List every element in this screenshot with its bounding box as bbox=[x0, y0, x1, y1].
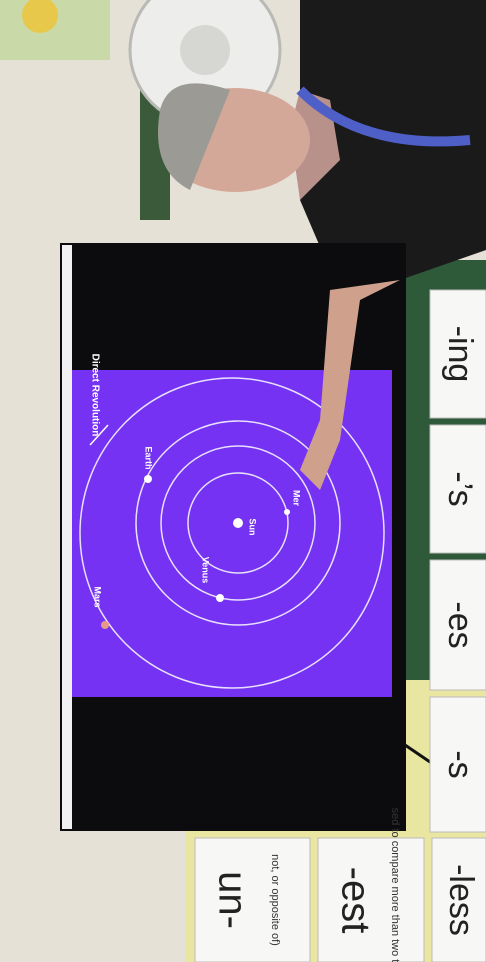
card-word: -’s bbox=[441, 471, 479, 506]
planet-label: Earth bbox=[144, 446, 154, 469]
card-note: sed to compare more than two things) bbox=[389, 808, 401, 962]
card-word: -est bbox=[333, 867, 377, 934]
card-word: -less bbox=[442, 864, 480, 936]
planet-label: Mer bbox=[292, 490, 302, 507]
mercury bbox=[284, 509, 290, 515]
card-word: un- bbox=[210, 871, 254, 929]
planet-label: Venus bbox=[201, 557, 211, 584]
card-word: -es bbox=[441, 601, 479, 648]
page: {"screen": {"labels": ["Direct Revolutio… bbox=[0, 0, 486, 962]
card-word: -s bbox=[441, 750, 479, 778]
venus bbox=[216, 594, 224, 602]
browser-bar bbox=[62, 245, 72, 829]
fan-hub bbox=[180, 25, 230, 75]
card-word: -ing bbox=[441, 326, 479, 383]
planet-label: Direct Revolution bbox=[89, 354, 100, 437]
sun bbox=[233, 518, 243, 528]
earth bbox=[144, 475, 152, 483]
scene: -ing -’s -es -s -less -est un-sed to compare m… bbox=[0, 0, 486, 962]
slide bbox=[72, 370, 392, 697]
mars bbox=[101, 621, 109, 629]
planet-label: Mars bbox=[93, 586, 103, 607]
planet-label: Sun bbox=[248, 519, 258, 536]
card-note: not, or opposite of) bbox=[269, 854, 281, 946]
